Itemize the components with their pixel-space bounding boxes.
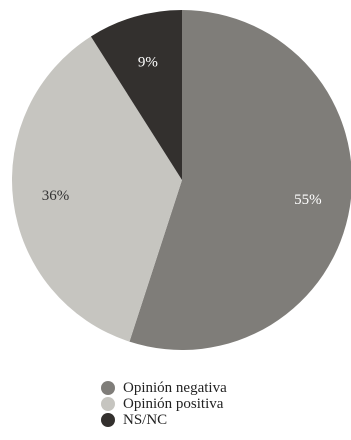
pie-slices <box>12 10 351 350</box>
pie-slice-ns-nc <box>90 10 182 180</box>
legend-swatch-opinion-positiva <box>101 397 115 411</box>
legend-label-ns-nc: NS/NC <box>123 412 167 428</box>
legend-swatch-opinion-negativa <box>101 381 115 395</box>
slice-value-label-opinion-negativa: 55% <box>294 192 322 208</box>
slice-value-label-ns-nc: 9% <box>138 54 158 70</box>
pie-value-labels: 55% 36% 9% <box>42 54 322 207</box>
legend-label-opinion-positiva: Opinión positiva <box>123 396 224 412</box>
legend-swatch-ns-nc <box>101 413 115 427</box>
pie-slice-opinion-positiva <box>12 36 182 342</box>
slice-value-label-opinion-positiva: 36% <box>42 188 70 204</box>
legend-label-opinion-negativa: Opinión negativa <box>123 380 227 396</box>
pie-slice-opinion-negativa <box>129 10 351 350</box>
